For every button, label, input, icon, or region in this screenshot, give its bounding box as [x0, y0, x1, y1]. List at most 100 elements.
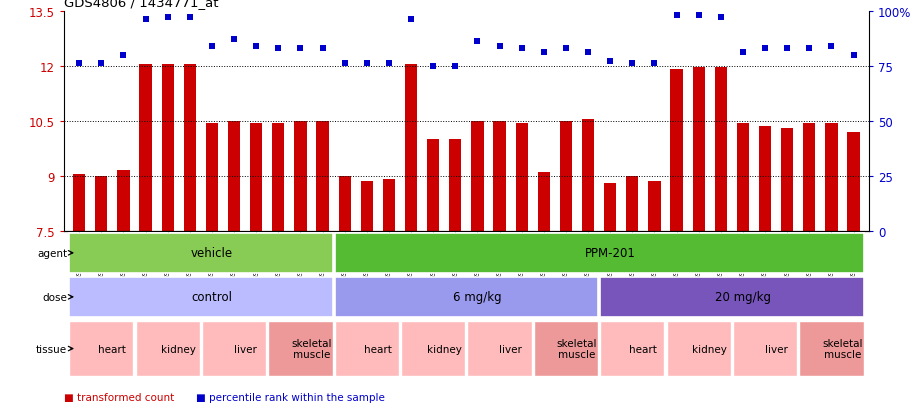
- Bar: [268, 321, 332, 377]
- Bar: [804, 123, 815, 231]
- Point: [514, 45, 529, 52]
- Text: GDS4806 / 1434771_at: GDS4806 / 1434771_at: [64, 0, 218, 9]
- Bar: [714, 68, 727, 231]
- Bar: [847, 133, 860, 231]
- Bar: [534, 321, 598, 377]
- Point: [404, 17, 419, 24]
- Point: [603, 59, 618, 65]
- Bar: [582, 120, 594, 231]
- Point: [138, 17, 153, 24]
- Bar: [601, 321, 664, 377]
- Text: control: control: [191, 291, 232, 304]
- Point: [824, 43, 839, 50]
- Bar: [737, 123, 749, 231]
- Bar: [136, 321, 200, 377]
- Bar: [799, 321, 864, 377]
- Point: [735, 50, 750, 57]
- Bar: [471, 121, 483, 231]
- Bar: [294, 121, 307, 231]
- Text: liver: liver: [234, 344, 257, 354]
- Point: [359, 61, 374, 68]
- Bar: [360, 182, 373, 231]
- Point: [183, 15, 197, 21]
- Text: vehicle: vehicle: [191, 247, 233, 260]
- Text: 20 mg/kg: 20 mg/kg: [715, 291, 771, 304]
- Bar: [601, 277, 864, 317]
- Text: dose: dose: [42, 292, 67, 302]
- Point: [802, 45, 816, 52]
- Bar: [401, 321, 465, 377]
- Bar: [560, 121, 572, 231]
- Bar: [693, 68, 704, 231]
- Point: [669, 13, 683, 19]
- Point: [581, 50, 595, 57]
- Point: [315, 45, 329, 52]
- Bar: [671, 70, 682, 231]
- Bar: [317, 121, 329, 231]
- Bar: [69, 233, 332, 273]
- Point: [713, 15, 728, 21]
- Point: [559, 45, 573, 52]
- Bar: [516, 123, 528, 231]
- Point: [381, 61, 396, 68]
- Point: [780, 45, 794, 52]
- Point: [537, 50, 551, 57]
- Point: [470, 39, 485, 45]
- Bar: [468, 321, 531, 377]
- Point: [116, 52, 131, 59]
- Bar: [339, 176, 350, 231]
- Point: [426, 63, 440, 70]
- Bar: [450, 140, 461, 231]
- Point: [249, 43, 264, 50]
- Bar: [648, 182, 661, 231]
- Bar: [383, 180, 395, 231]
- Bar: [73, 174, 86, 231]
- Bar: [733, 321, 797, 377]
- Text: skeletal
muscle: skeletal muscle: [557, 338, 597, 359]
- Bar: [202, 321, 266, 377]
- Bar: [825, 123, 837, 231]
- Bar: [250, 123, 262, 231]
- Text: kidney: kidney: [161, 344, 197, 354]
- Bar: [335, 233, 864, 273]
- Bar: [117, 171, 129, 231]
- Text: liver: liver: [764, 344, 787, 354]
- Text: tissue: tissue: [35, 344, 67, 354]
- Bar: [427, 140, 440, 231]
- Text: 6 mg/kg: 6 mg/kg: [453, 291, 501, 304]
- Bar: [272, 123, 285, 231]
- Point: [647, 61, 662, 68]
- Bar: [69, 277, 332, 317]
- Point: [448, 63, 462, 70]
- Point: [293, 45, 308, 52]
- Bar: [405, 65, 417, 231]
- Text: heart: heart: [364, 344, 392, 354]
- Point: [94, 61, 108, 68]
- Point: [271, 45, 286, 52]
- Text: kidney: kidney: [693, 344, 727, 354]
- Bar: [139, 65, 152, 231]
- Bar: [206, 123, 218, 231]
- Text: heart: heart: [630, 344, 657, 354]
- Point: [625, 61, 640, 68]
- Text: ■ transformed count: ■ transformed count: [64, 392, 174, 401]
- Bar: [162, 65, 174, 231]
- Point: [846, 52, 861, 59]
- Point: [338, 61, 352, 68]
- Bar: [626, 176, 639, 231]
- Point: [227, 37, 241, 43]
- Text: skeletal
muscle: skeletal muscle: [291, 338, 332, 359]
- Bar: [228, 121, 240, 231]
- Point: [72, 61, 86, 68]
- Text: liver: liver: [500, 344, 522, 354]
- Text: agent: agent: [37, 248, 67, 258]
- Text: kidney: kidney: [427, 344, 461, 354]
- Point: [758, 45, 773, 52]
- Point: [692, 13, 706, 19]
- Bar: [759, 127, 771, 231]
- Point: [205, 43, 219, 50]
- Text: skeletal
muscle: skeletal muscle: [823, 338, 863, 359]
- Point: [492, 43, 507, 50]
- Bar: [184, 65, 196, 231]
- Bar: [493, 121, 506, 231]
